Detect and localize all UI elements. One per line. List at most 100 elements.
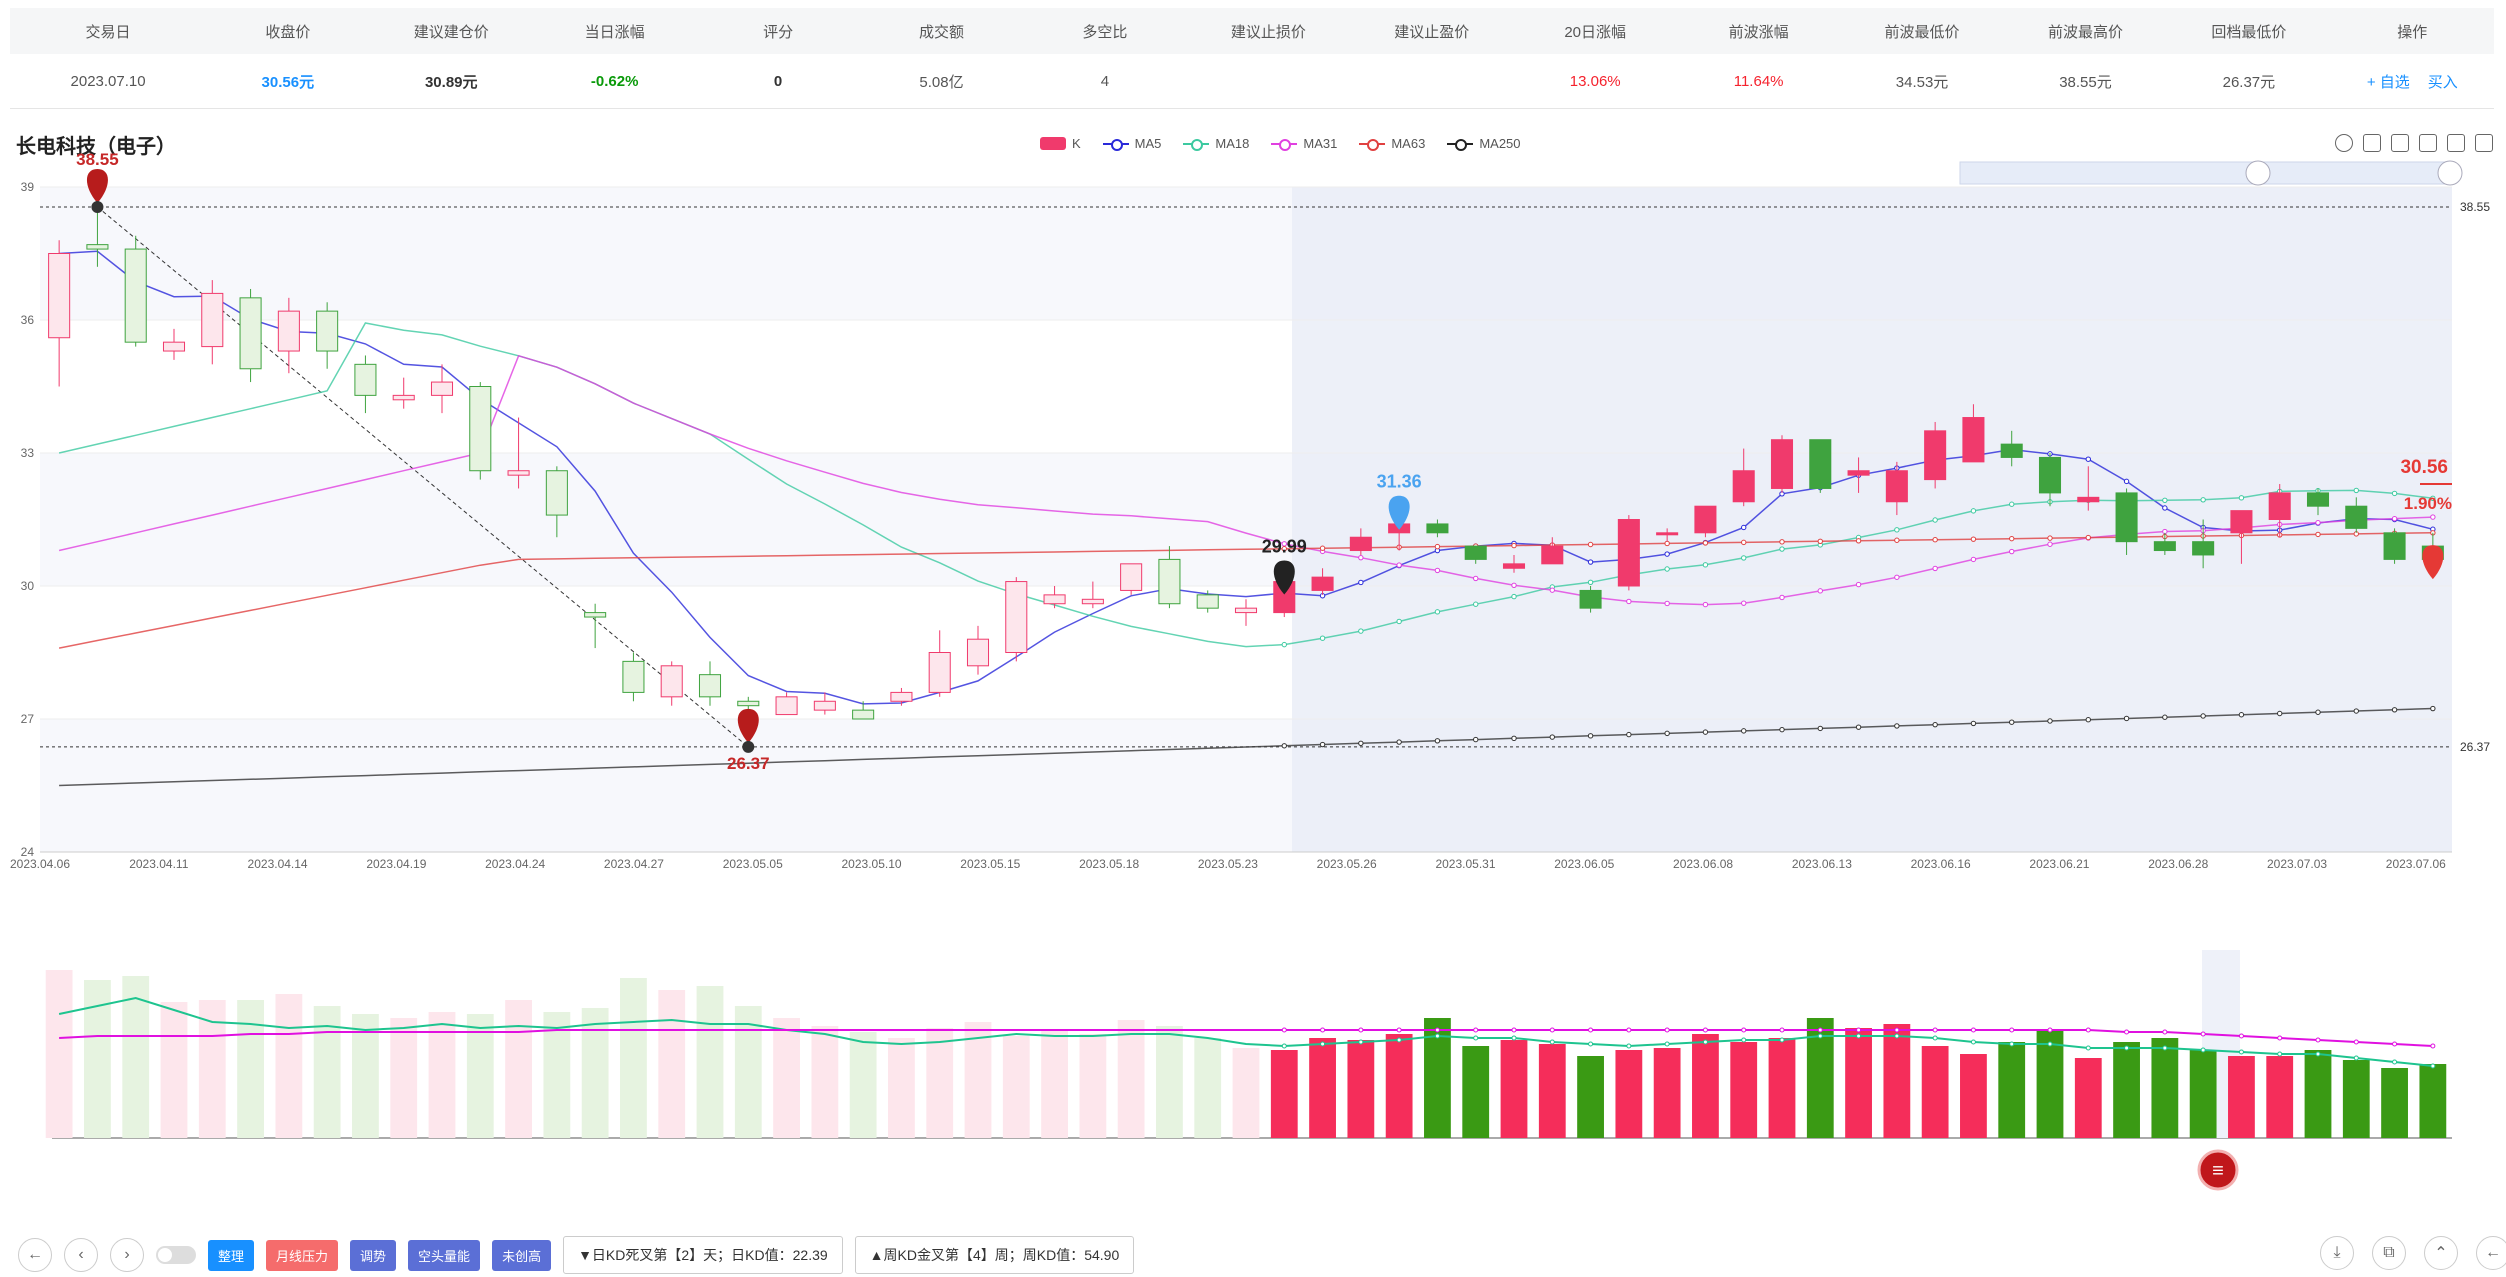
legend-ma63[interactable]: MA63 — [1359, 136, 1425, 151]
volume-ma2-point — [1970, 1027, 1976, 1033]
ma-point — [1281, 641, 1287, 648]
volume-ma-point — [1664, 1041, 1670, 1047]
low-marker-label: 26.37 — [727, 754, 770, 773]
tag-no-new-high[interactable]: 未创高 — [492, 1239, 552, 1271]
x-tick-label: 2023.04.06 — [10, 857, 70, 871]
ma-point — [1817, 725, 1823, 732]
volume-ma2-point — [2085, 1027, 2091, 1033]
ma-point — [1702, 729, 1709, 735]
x-tick-label: 2023.05.31 — [1435, 857, 1495, 871]
ma-point — [1932, 537, 1938, 543]
copy-button[interactable]: ⧉ — [2372, 1236, 2406, 1270]
legend-ma250[interactable]: MA250 — [1447, 136, 1521, 151]
back-button[interactable]: ← — [18, 1238, 52, 1272]
ma-point — [2315, 531, 2321, 538]
volume-ma2-point — [1511, 1027, 1517, 1033]
volume-ma2-point — [2162, 1029, 2168, 1035]
th-ratio: 多空比 — [1082, 23, 1128, 41]
th-prev-chg: 前波涨幅 — [1728, 23, 1789, 41]
ma31-line — [58, 354, 2433, 606]
ma-point — [2315, 519, 2321, 526]
prev-page-button[interactable]: ← — [2476, 1236, 2506, 1270]
ma-point — [1664, 551, 1670, 557]
volume-ma-point — [2047, 1041, 2053, 1047]
x-tick-label: 2023.06.21 — [2029, 857, 2089, 871]
up-button[interactable]: ⌃ — [2424, 1236, 2458, 1270]
td-prev-low: 34.53元 — [1895, 73, 1949, 91]
ma-point — [2047, 535, 2053, 541]
candle — [775, 696, 798, 716]
candle — [1502, 563, 1526, 569]
volume-bar — [1998, 1042, 2026, 1138]
volume-bar — [428, 1012, 456, 1138]
legend-k[interactable]: K — [1040, 136, 1081, 151]
y-tick-label: 24 — [21, 845, 35, 859]
td-ratio: 4 — [1100, 72, 1110, 90]
ma-point — [1434, 543, 1441, 550]
ma5-line — [59, 250, 2434, 705]
volume-bar — [1309, 1038, 1336, 1138]
candle — [1196, 594, 1219, 609]
next-button[interactable]: › — [110, 1238, 144, 1272]
download-icon[interactable] — [2475, 134, 2493, 152]
volume-bar — [926, 1028, 954, 1138]
volume-ma-point — [1588, 1041, 1594, 1047]
tag-bear-volume[interactable]: 空头量能 — [408, 1239, 481, 1271]
x-tick-label: 2023.05.05 — [723, 857, 783, 871]
volume-bar — [237, 1000, 264, 1138]
refresh-icon[interactable] — [2335, 134, 2353, 152]
volume-ma2-line — [59, 1029, 2433, 1047]
zoom-reset-icon[interactable] — [2391, 134, 2409, 152]
volume-ma-point — [1894, 1033, 1900, 1039]
restore-icon[interactable] — [2419, 134, 2437, 152]
legend-ma18[interactable]: MA18 — [1183, 136, 1249, 151]
candle — [2000, 443, 2023, 458]
prev-button[interactable]: ‹ — [64, 1238, 98, 1272]
legend-ma31[interactable]: MA31 — [1271, 136, 1337, 151]
th-ops: 操作 — [2397, 23, 2428, 41]
ma-point — [2391, 490, 2398, 497]
add-watchlist-button[interactable]: + 自选 — [2366, 73, 2410, 91]
ma-point — [1741, 728, 1747, 734]
menu-button[interactable] — [2197, 1149, 2239, 1191]
volume-bar — [198, 1000, 226, 1138]
data-view-icon[interactable] — [2447, 134, 2465, 152]
ma-point — [1932, 721, 1938, 728]
volume-bar — [696, 986, 724, 1138]
ma-point — [1626, 598, 1632, 605]
mode-toggle[interactable] — [156, 1246, 196, 1264]
candle — [316, 310, 339, 352]
volume-bar — [2074, 1058, 2102, 1138]
ma-point — [2430, 705, 2436, 712]
volume-bar — [1002, 1036, 1030, 1138]
candle — [1770, 439, 1794, 489]
candle — [966, 638, 990, 667]
x-tick-label: 2023.04.14 — [248, 857, 308, 871]
ma-point — [2162, 714, 2168, 720]
candle — [1541, 545, 1564, 565]
buy-button[interactable]: 买入 — [2427, 73, 2458, 91]
volume-ma-point — [1358, 1039, 1364, 1045]
download-button[interactable]: ⤓ — [2320, 1236, 2354, 1270]
volume-bar — [811, 1026, 839, 1138]
zoom-icon[interactable] — [2363, 134, 2381, 152]
candle — [162, 341, 186, 352]
th-date: 交易日 — [85, 23, 131, 41]
th-build: 建议建仓价 — [413, 23, 489, 41]
tag-trend[interactable]: 调势 — [350, 1239, 397, 1271]
ma-point — [2009, 548, 2015, 555]
volume-bar — [505, 1000, 532, 1138]
volume-bar — [2228, 1056, 2255, 1138]
ma-point — [1664, 566, 1670, 572]
tag-consolidate[interactable]: 整理 — [208, 1239, 255, 1271]
ma-point — [1549, 734, 1555, 740]
tag-monthly-pressure[interactable]: 月线压力 — [266, 1239, 339, 1271]
volume-bar — [1615, 1050, 1643, 1138]
volume-bar — [1768, 1038, 1796, 1138]
summary-table: 交易日 收盘价 建议建仓价 当日涨幅 评分 成交额 多空比 建议止损价 建议止盈… — [10, 8, 2494, 109]
ma-point — [1970, 720, 1977, 727]
ma-point — [1434, 738, 1441, 744]
volume-ma2-point — [1434, 1027, 1440, 1033]
legend-ma5[interactable]: MA5 — [1102, 136, 1161, 151]
